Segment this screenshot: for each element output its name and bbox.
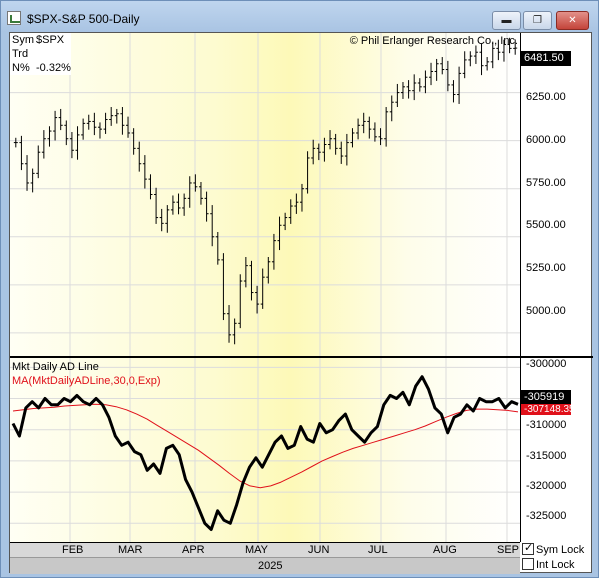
int-lock-option[interactable]: Int Lock (522, 558, 575, 571)
sym-lock-label: Sym Lock (536, 544, 585, 556)
price-tick: 5750.00 (526, 177, 566, 189)
title-bar[interactable]: $SPX-S&P 500-Daily ▬ ❐ ✕ (1, 1, 598, 32)
price-tick: 5500.00 (526, 219, 566, 231)
n-percent-label: N% (12, 62, 30, 74)
minimize-button[interactable]: ▬ (492, 11, 521, 30)
indicator-tick: -325000 (526, 510, 567, 522)
ma-last-tag: -307148.3561 (521, 404, 571, 415)
symbol-info-box: Sym $SPX Trd N% -0.32% (10, 33, 71, 75)
month-label: SEP (497, 544, 520, 556)
month-label: FEB (62, 544, 84, 556)
indicator-tick: -310000 (526, 419, 567, 431)
year-label: 2025 (258, 560, 283, 572)
moving-average-line (12, 403, 519, 489)
month-label: JUL (368, 544, 388, 556)
price-tick: 5000.00 (526, 305, 566, 317)
sym-lock-checkbox[interactable] (522, 541, 534, 555)
restore-button[interactable]: ❐ (523, 11, 552, 30)
time-axis[interactable]: FEB MAR APR MAY JUN JUL AUG SEP (10, 542, 520, 557)
sym-lock-option[interactable]: Sym Lock (522, 541, 585, 556)
moving-average-title: MA(MktDailyADLine,30,0,Exp) (12, 375, 161, 387)
indicator-panel[interactable] (10, 358, 520, 542)
month-label: APR (182, 544, 205, 556)
indicator-last-tag: -305919 (521, 390, 571, 405)
indicator-tick: -300000 (526, 358, 567, 370)
price-tick: 5250.00 (526, 262, 566, 274)
int-lock-checkbox[interactable] (522, 558, 534, 570)
sym-value: $SPX (36, 34, 65, 46)
month-label: AUG (433, 544, 457, 556)
price-tick: 6250.00 (526, 91, 566, 103)
price-axis-line (520, 33, 521, 542)
indicator-tick: -315000 (526, 450, 567, 462)
panel-divider[interactable] (10, 356, 593, 358)
month-label: MAY (245, 544, 269, 556)
price-tick: 6000.00 (526, 134, 566, 146)
window-title: $SPX-S&P 500-Daily (27, 12, 140, 26)
sym-label: Sym (12, 34, 34, 46)
chart-canvas[interactable] (10, 33, 593, 542)
int-lock-label: Int Lock (536, 559, 575, 571)
chart-app-icon (7, 11, 21, 25)
copyright-text: © Phil Erlanger Research Co., Inc. (349, 35, 518, 47)
indicator-tick: -320000 (526, 480, 567, 492)
indicator-title: Mkt Daily AD Line (12, 361, 99, 373)
year-bar: 2025 (10, 557, 520, 574)
ad-line (11, 375, 519, 531)
last-price-tag: 6481.50 (521, 51, 571, 66)
month-label: JUN (308, 544, 330, 556)
trd-label: Trd (12, 48, 29, 60)
chart-area[interactable]: Sym $SPX Trd N% -0.32% © Phil Erlanger Res… (9, 32, 593, 574)
close-button[interactable]: ✕ (556, 11, 589, 30)
price-panel[interactable] (10, 33, 520, 356)
n-percent-value: -0.32% (36, 62, 71, 74)
month-label: MAR (118, 544, 143, 556)
